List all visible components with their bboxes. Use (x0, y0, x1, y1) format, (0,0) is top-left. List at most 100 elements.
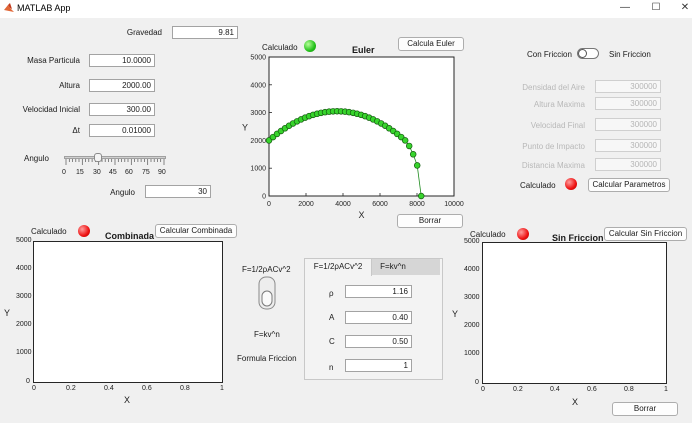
formula-selector-switch[interactable] (258, 276, 276, 310)
sinfriccion-title: Sin Friccion (552, 233, 604, 243)
combinada-plot-area (33, 241, 223, 383)
tab-formula-1[interactable]: F=1/2ρACv^2 (305, 259, 372, 276)
combinada-status-lamp (78, 225, 90, 237)
sin-friccion-toggle-label: Sin Friccion (609, 50, 651, 59)
n-label: n (329, 363, 334, 372)
dt-field[interactable]: 0.01000 (89, 124, 155, 137)
masa-field[interactable]: 10.0000 (89, 54, 155, 67)
area-label: A (329, 313, 335, 322)
sinfriccion-xtick: 0 (481, 386, 485, 393)
slider-tick-label: 75 (142, 169, 150, 176)
punto-impacto-label: Punto de Impacto (522, 142, 585, 151)
slider-tick-label: 15 (76, 169, 84, 176)
distancia-maxima-field[interactable]: 300000 (595, 158, 661, 171)
sinfriccion-status-lamp (517, 228, 529, 240)
euler-xtick-label: 6000 (372, 201, 388, 208)
combinada-xtick: 0.8 (180, 385, 190, 392)
combinada-xtick: 0 (32, 385, 36, 392)
combinada-xtick: 0.4 (104, 385, 114, 392)
euler-ytick-label: 2000 (250, 138, 266, 145)
euler-ytick-label: 1000 (250, 166, 266, 173)
slider-tick-label: 0 (62, 169, 66, 176)
euler-ytick-label: 0 (262, 194, 266, 201)
sinfriccion-ytick: 3000 (464, 294, 480, 301)
parametros-status-label: Calculado (520, 181, 556, 190)
euler-data-point (405, 142, 413, 150)
sinfriccion-ytick: 1000 (464, 350, 480, 357)
velocidad-final-field[interactable]: 300000 (595, 118, 661, 131)
euler-borrar-button[interactable]: Borrar (397, 214, 463, 228)
euler-xtick-label: 0 (267, 201, 271, 208)
combinada-ytick: 4000 (16, 265, 32, 272)
sinfriccion-ylabel: Y (452, 309, 459, 319)
altura-label: Altura (59, 81, 80, 90)
combinada-ytick: 1000 (16, 349, 32, 356)
sinfriccion-xtick: 0.2 (513, 386, 523, 393)
dt-label: Δt (72, 126, 80, 135)
sinfriccion-borrar-button[interactable]: Borrar (612, 402, 678, 416)
maximize-button[interactable]: ☐ (651, 2, 661, 13)
combinada-title: Combinada (105, 231, 155, 241)
punto-impacto-field[interactable]: 300000 (595, 139, 661, 152)
sinfriccion-ytick: 5000 (464, 238, 480, 245)
angulo-slider-label: Angulo (24, 154, 49, 163)
tab-formula-2[interactable]: F=kv^n (380, 262, 406, 271)
euler-ytick-label: 3000 (250, 110, 266, 117)
calcular-parametros-button[interactable]: Calcular Parametros (588, 178, 670, 192)
formula-bottom-label: F=kv^n (254, 330, 280, 339)
euler-data-point (413, 162, 421, 169)
combinada-ytick: 0 (26, 378, 30, 385)
sinfriccion-xtick: 0.4 (550, 386, 560, 393)
slider-tick-label: 30 (93, 169, 101, 176)
calcula-euler-button[interactable]: Calcula Euler (398, 37, 464, 51)
calcular-combinada-button[interactable]: Calcular Combinada (155, 224, 237, 238)
altura-maxima-field[interactable]: 300000 (595, 97, 661, 110)
velocidad-field[interactable]: 300.00 (89, 103, 155, 116)
area-field[interactable]: 0.40 (345, 311, 412, 324)
euler-xtick-label: 10000 (444, 201, 464, 208)
combinada-ytick: 5000 (16, 237, 32, 244)
slider-tick-label: 60 (125, 169, 133, 176)
slider-track[interactable] (64, 156, 166, 159)
calcular-sinfriccion-button[interactable]: Calcular Sin Friccion (604, 227, 687, 241)
euler-data-point (409, 151, 417, 158)
slider-tick-label: 45 (109, 169, 117, 176)
euler-plot-area (268, 56, 455, 197)
sinfriccion-xtick: 0.6 (587, 386, 597, 393)
close-button[interactable]: ✕ (680, 2, 690, 13)
n-field[interactable]: 1 (345, 359, 412, 372)
euler-data-point (401, 137, 409, 144)
combinada-xtick: 0.6 (142, 385, 152, 392)
distancia-maxima-label: Distancia Maxima (521, 161, 585, 170)
rho-field[interactable]: 1.16 (345, 285, 412, 298)
euler-chart: 0 2000 4000 6000 8000 10000 0 1000 2000 3000 4000 5… (242, 55, 464, 221)
friccion-toggle-switch[interactable] (577, 48, 599, 59)
euler-ylabel: Y (242, 123, 248, 133)
euler-xtick-label: 4000 (335, 201, 351, 208)
sinfriccion-ytick: 0 (475, 379, 479, 386)
altura-field[interactable]: 2000.00 (89, 79, 155, 92)
euler-status-lamp (304, 40, 316, 52)
euler-xtick-label: 2000 (298, 201, 314, 208)
coef-label: C (329, 337, 335, 346)
con-friccion-label: Con Friccion (527, 50, 572, 59)
gravedad-field[interactable]: 9.81 (172, 26, 238, 39)
matlab-logo-icon (4, 3, 14, 12)
slider-thumb[interactable] (94, 153, 102, 162)
euler-status-label: Calculado (262, 43, 298, 52)
sinfriccion-ytick: 2000 (464, 322, 480, 329)
formula-friccion-caption: Formula Friccion (237, 354, 297, 363)
densidad-field[interactable]: 300000 (595, 80, 661, 93)
euler-title: Euler (352, 45, 375, 55)
coef-field[interactable]: 0.50 (345, 335, 412, 348)
densidad-label: Densidad del Aire (522, 83, 585, 92)
parametros-status-lamp (565, 178, 577, 190)
sinfriccion-plot-area (482, 242, 667, 384)
angulo-slider[interactable] (64, 152, 166, 178)
minimize-button[interactable]: — (620, 2, 630, 13)
toggle-knob (578, 49, 587, 58)
angulo-field[interactable]: 30 (145, 185, 211, 198)
combinada-xtick: 1 (220, 385, 224, 392)
slider-tick-labels: 0 15 30 45 60 75 90 (58, 169, 176, 179)
sinfriccion-xtick: 1 (664, 386, 668, 393)
